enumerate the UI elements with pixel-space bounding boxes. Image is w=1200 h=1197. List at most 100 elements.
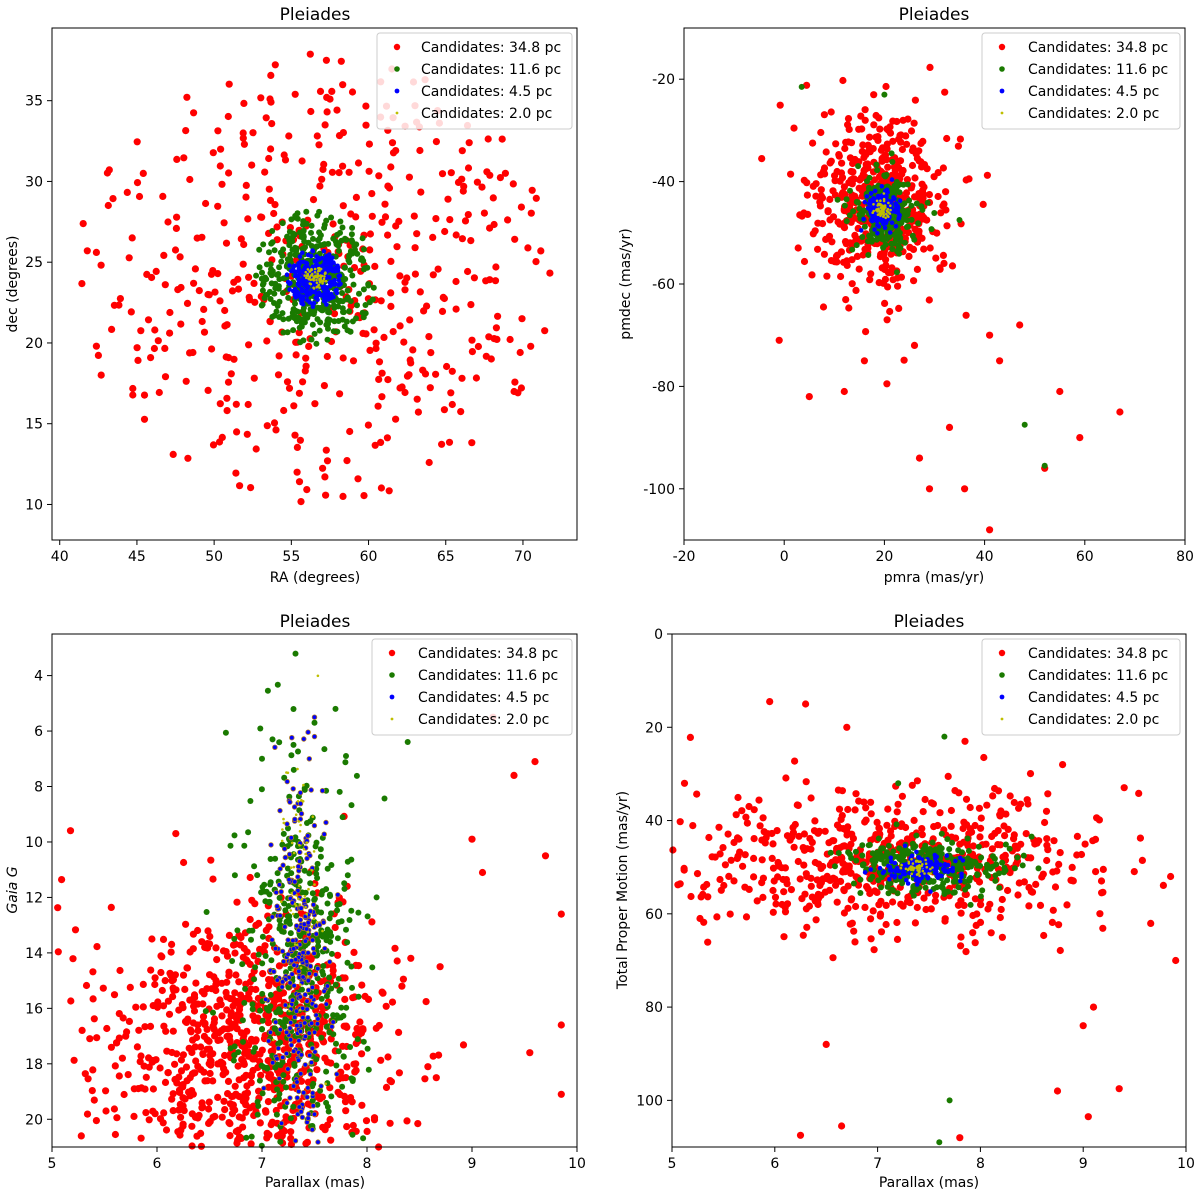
data-point [350, 357, 357, 364]
data-point [911, 237, 917, 243]
data-point [274, 1132, 281, 1139]
data-point [300, 337, 306, 343]
data-point [941, 734, 947, 740]
data-point [925, 200, 931, 206]
data-point [1036, 865, 1042, 871]
data-point [289, 1043, 294, 1048]
data-point [244, 215, 251, 222]
data-point [274, 1086, 280, 1092]
data-point [240, 1017, 246, 1023]
data-point [430, 271, 437, 278]
data-point [224, 1025, 231, 1032]
data-point [926, 64, 933, 71]
data-point [390, 328, 397, 335]
data-point [180, 859, 187, 866]
legend-marker-2-0pc [391, 718, 394, 721]
data-point [289, 238, 295, 244]
data-point [161, 345, 168, 352]
data-point [317, 328, 323, 334]
data-point [299, 903, 302, 906]
data-point [184, 455, 191, 462]
data-point [873, 189, 878, 194]
data-point [113, 1114, 120, 1121]
data-point [347, 267, 353, 273]
data-point [490, 194, 497, 201]
data-point [84, 247, 91, 254]
legend-label-34-8pc: Candidates: 34.8 pc [418, 646, 558, 662]
data-point [870, 91, 877, 98]
data-point [433, 1074, 440, 1081]
legend-label-11-6pc: Candidates: 11.6 pc [421, 62, 561, 78]
data-point [969, 912, 976, 919]
data-point [164, 218, 171, 225]
data-point [271, 300, 277, 306]
data-point [880, 184, 885, 189]
data-point [308, 909, 313, 914]
data-point [295, 290, 300, 295]
data-point [328, 284, 333, 289]
data-point [342, 265, 348, 271]
data-point [361, 246, 367, 252]
data-point [313, 918, 316, 921]
data-point [844, 121, 851, 128]
data-point [937, 209, 944, 216]
data-point [311, 1104, 316, 1109]
data-point [922, 796, 929, 803]
data-point [295, 894, 298, 897]
data-point [121, 1091, 128, 1098]
data-point [262, 1086, 267, 1091]
data-point [360, 492, 367, 499]
data-point [928, 799, 935, 806]
data-point [199, 988, 206, 995]
data-point [903, 141, 910, 148]
data-point [376, 1022, 383, 1029]
data-point [210, 973, 217, 980]
data-point [312, 287, 315, 290]
data-point [441, 406, 448, 413]
data-point [320, 963, 326, 969]
data-point [285, 295, 291, 301]
data-point [882, 213, 885, 216]
data-point [329, 292, 334, 297]
data-point [869, 191, 874, 196]
data-point [1050, 837, 1057, 844]
data-point [893, 202, 898, 207]
data-point [1116, 408, 1123, 415]
data-point [897, 245, 903, 251]
data-point [316, 273, 319, 276]
data-point [285, 132, 292, 139]
data-point [264, 422, 271, 429]
data-point [1024, 800, 1031, 807]
data-point [462, 217, 469, 224]
data-point [277, 1009, 283, 1015]
data-point [176, 1089, 183, 1096]
data-point [141, 392, 148, 399]
data-point [819, 220, 826, 227]
data-point [280, 985, 285, 990]
data-point [447, 389, 454, 396]
data-point [1000, 822, 1007, 829]
data-point [358, 1102, 365, 1109]
data-point [884, 217, 887, 220]
data-point [325, 291, 330, 296]
data-point [270, 736, 276, 742]
data-point [240, 241, 247, 248]
data-point [196, 1112, 203, 1119]
data-point [304, 221, 310, 227]
data-point [284, 1030, 289, 1035]
legend-label-4-5pc: Candidates: 4.5 pc [1028, 84, 1159, 100]
data-point [310, 938, 315, 943]
data-point [874, 819, 881, 826]
data-point [315, 939, 321, 945]
data-point [325, 984, 330, 989]
data-point [268, 992, 274, 998]
data-point [295, 210, 301, 216]
data-point [166, 1011, 173, 1018]
data-point [453, 231, 460, 238]
data-point [351, 243, 357, 249]
data-point [761, 828, 768, 835]
data-point [904, 224, 910, 230]
data-point [856, 185, 863, 192]
data-point [160, 1023, 167, 1030]
data-point [205, 1120, 212, 1127]
